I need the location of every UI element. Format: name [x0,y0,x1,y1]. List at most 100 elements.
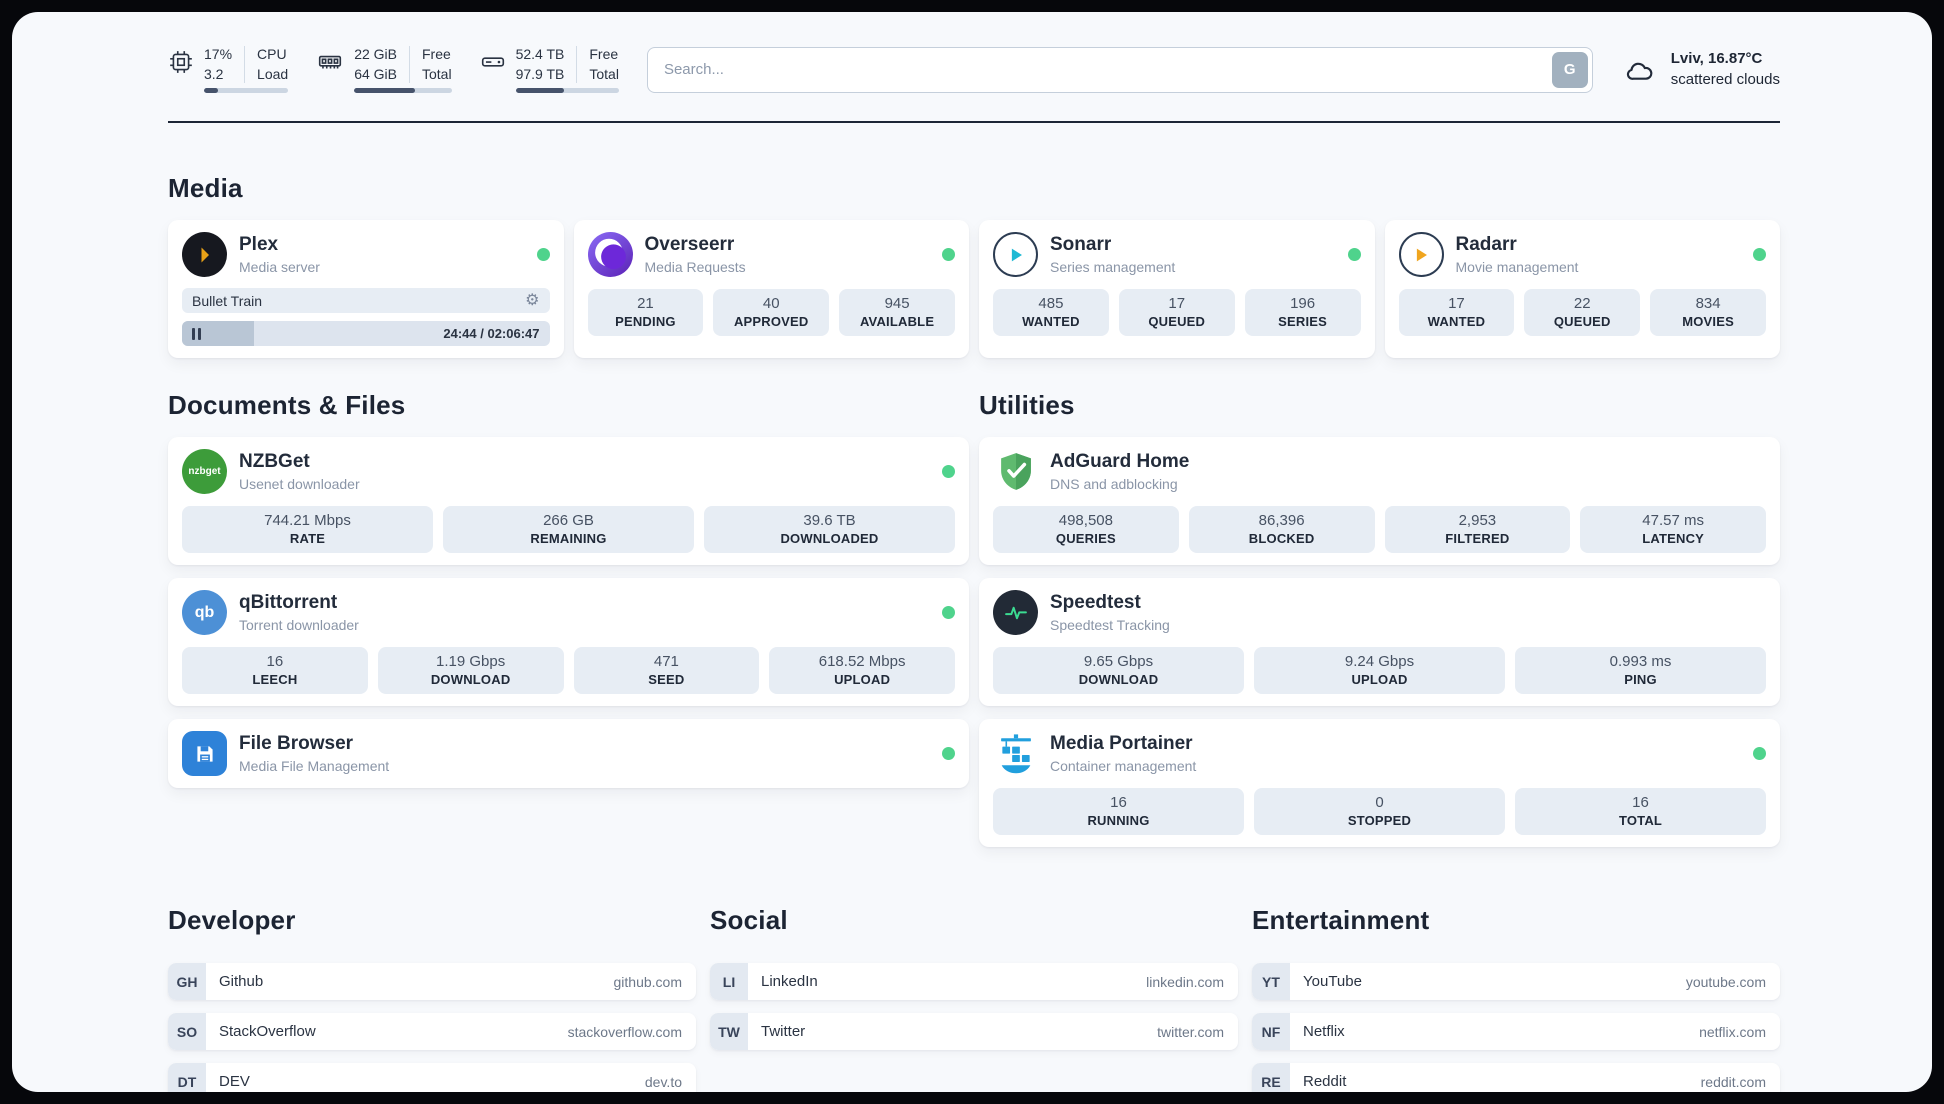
stat-label: STOPPED [1347,813,1412,828]
search-provider-button[interactable]: G [1551,51,1588,88]
stat-value: 86,396 [1258,512,1305,529]
cpu-meter-fill [204,88,219,93]
stat-ping: 0.993 ms PING [1515,647,1766,694]
app-card-qbittorrent[interactable]: qb qBittorrent Torrent downloader 16 LEE… [168,578,969,706]
stat-value: 485 [1038,295,1064,312]
player-time: 24:44 / 02:06:47 [443,326,540,341]
stat-label: RATE [289,531,326,546]
app-card-filebrowser[interactable]: File Browser Media File Management [168,719,969,788]
ram-meter [354,88,452,93]
stat-label: TOTAL [1618,813,1663,828]
bookmark-reddit[interactable]: RE Reddit reddit.com [1252,1063,1780,1092]
app-card-plex[interactable]: Plex Media server Bullet Train ⚙ 24:44 /… [168,220,564,358]
bookmark-name: LinkedIn [761,973,818,990]
bookmark-name: Twitter [761,1023,806,1040]
disk-free-value: 52.4 TB [515,46,565,62]
app-name: Speedtest [1050,592,1141,613]
bookmark-name: Reddit [1303,1073,1347,1090]
portainer-icon [993,731,1038,776]
app-subtitle: Torrent downloader [239,617,359,633]
reddit-icon: RE [1252,1063,1290,1092]
app-subtitle: Speedtest Tracking [1050,617,1170,633]
stat-label: PING [1624,672,1657,687]
stat-label: QUEUED [1553,314,1611,329]
stat-label: UPLOAD [1351,672,1408,687]
cpu-meter [204,88,289,93]
bookmark-github[interactable]: GH Github github.com [168,963,696,1000]
app-card-speedtest[interactable]: Speedtest Speedtest Tracking 9.65 Gbps D… [979,578,1780,706]
stat-value: 16 [1110,794,1127,811]
app-card-portainer[interactable]: Media Portainer Container management 16 … [979,719,1780,847]
bookmark-url: github.com [613,973,682,990]
ram-free-label: Free [422,46,451,62]
gear-icon[interactable]: ⚙ [525,291,540,309]
stat-label: BLOCKED [1248,531,1315,546]
nzbget-icon-text: nzbget [188,466,221,477]
ram-widget: 22 GiB 64 GiB Free Total [316,46,452,93]
cpu-usage-value: 17% [204,46,233,62]
status-online-dot [942,747,955,760]
stat-value: 2,953 [1458,512,1497,529]
search-input[interactable] [646,46,1593,93]
app-card-sonarr[interactable]: Sonarr Series management 485 WANTED 17 Q… [979,220,1375,358]
header-divider [168,121,1780,123]
stat-value: 9.65 Gbps [1083,653,1154,670]
stat-label: WANTED [1427,314,1486,329]
stat-value: 39.6 TB [803,512,856,529]
cloud-icon [1621,54,1659,86]
qbittorrent-icon-text: qb [194,603,215,621]
bookmark-stackoverflow[interactable]: SO StackOverflow stackoverflow.com [168,1013,696,1050]
stat-value: 0 [1375,794,1384,811]
section-title-media: Media [168,173,243,203]
stat-running: 16 RUNNING [993,788,1244,835]
pause-icon[interactable] [192,327,201,340]
bookmarks-social: Social LI LinkedIn linkedin.com TW Twitt… [710,905,1238,1050]
stat-label: DOWNLOAD [1078,672,1159,687]
bookmark-name: DEV [219,1073,250,1090]
stat-label: APPROVED [733,314,809,329]
section-title-utilities: Utilities [979,390,1075,420]
bookmark-name: Netflix [1303,1023,1345,1040]
app-card-overseerr[interactable]: Overseerr Media Requests 21 PENDING 40 A… [573,220,969,358]
bookmark-twitter[interactable]: TW Twitter twitter.com [710,1013,1238,1050]
stat-value: 9.24 Gbps [1344,653,1415,670]
section-title-developer: Developer [168,905,296,935]
stat-value: 834 [1695,295,1721,312]
status-online-dot [942,465,955,478]
stat-value: 471 [653,653,679,670]
stackoverflow-icon: SO [168,1013,206,1050]
app-name: AdGuard Home [1050,451,1190,472]
section-title-social: Social [710,905,788,935]
youtube-icon: YT [1252,963,1290,1000]
status-online-dot [942,606,955,619]
bookmark-dev[interactable]: DT DEV dev.to [168,1063,696,1092]
stat-queued: 17 QUEUED [1118,289,1235,336]
ram-total-value: 64 GiB [354,65,397,82]
app-card-radarr[interactable]: Radarr Movie management 17 WANTED 22 QUE… [1384,220,1780,358]
stat-value: 47.57 ms [1642,512,1704,529]
qbittorrent-icon: qb [182,590,227,635]
bookmark-linkedin[interactable]: LI LinkedIn linkedin.com [710,963,1238,1000]
bookmark-url: twitter.com [1157,1023,1224,1040]
weather-location: Lviv, 16.87°C [1670,50,1763,68]
bookmark-netflix[interactable]: NF Netflix netflix.com [1252,1013,1780,1050]
bookmark-youtube[interactable]: YT YouTube youtube.com [1252,963,1780,1000]
stat-label: LEECH [252,672,298,687]
overseerr-icon [587,232,633,277]
media-section: Media Plex Media server Bullet Train ⚙ [168,173,1780,358]
app-card-adguard[interactable]: AdGuard Home DNS and adblocking 498,508 … [979,437,1780,565]
plex-now-playing-bar: Bullet Train ⚙ [182,288,550,313]
bookmark-url: stackoverflow.com [567,1023,682,1040]
bookmark-name: YouTube [1303,973,1362,990]
status-online-dot [536,248,550,261]
plex-player-bar[interactable]: 24:44 / 02:06:47 [182,321,550,346]
plex-icon [182,232,227,277]
bookmark-url: reddit.com [1700,1073,1766,1090]
twitter-icon: TW [710,1013,748,1050]
top-bar: 17% 3.2 CPU Load [168,46,1780,93]
netflix-icon: NF [1252,1013,1290,1050]
stat-value: 22 [1573,295,1591,312]
stat-value: 17 [1168,295,1186,312]
disk-free-label: Free [589,46,619,62]
app-card-nzbget[interactable]: nzbget NZBGet Usenet downloader 744.21 M… [168,437,969,565]
